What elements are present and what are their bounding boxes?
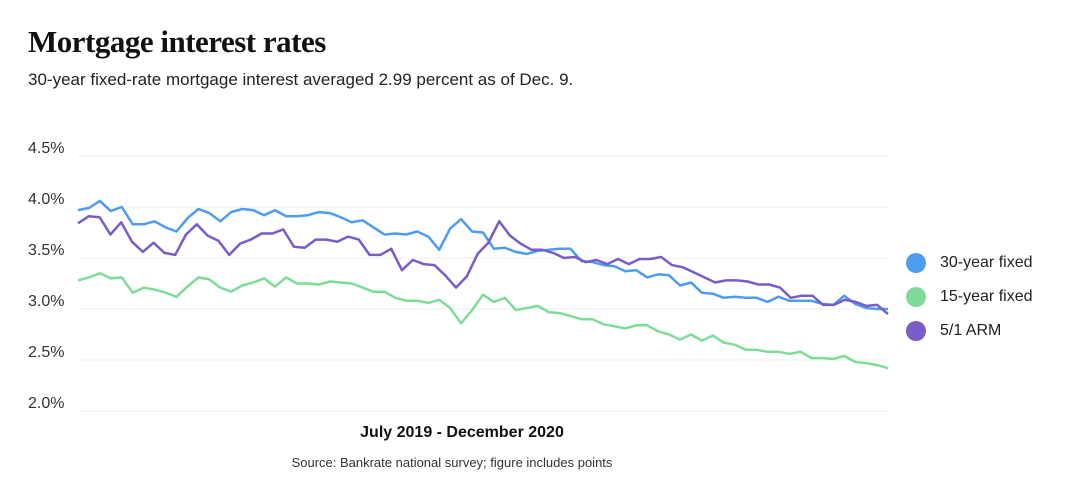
- chart-subtitle: 30-year fixed-rate mortgage interest ave…: [28, 70, 574, 89]
- y-tick-label: 4.5%: [28, 140, 64, 157]
- series-line-15-year-fixed: [77, 272, 889, 370]
- y-tick-label: 3.0%: [28, 293, 64, 310]
- y-axis-ticks: 4.5% 4.0% 3.5% 3.0% 2.5% 2.0%: [28, 140, 64, 412]
- x-axis-label: July 2019 - December 2020: [360, 424, 564, 441]
- source-note: Source: Bankrate national survey; figure…: [291, 455, 613, 470]
- series-line-30-year-fixed: [77, 199, 888, 311]
- y-tick-label: 2.0%: [28, 395, 64, 412]
- legend-label: 5/1 ARM: [940, 322, 1002, 339]
- legend-item-5-1-arm: 5/1 ARM: [906, 314, 1033, 348]
- y-tick-label: 3.5%: [28, 242, 64, 259]
- series-lines: [77, 199, 889, 370]
- chart-title: Mortgage interest rates: [28, 24, 326, 59]
- legend: 30-year fixed 15-year fixed 5/1 ARM: [906, 246, 1033, 348]
- gridlines: [78, 155, 888, 412]
- legend-label: 30-year fixed: [940, 254, 1033, 271]
- legend-item-15-year-fixed: 15-year fixed: [906, 280, 1033, 314]
- y-tick-label: 4.0%: [28, 191, 64, 208]
- legend-swatch: [906, 321, 926, 341]
- legend-swatch: [906, 253, 926, 273]
- legend-item-30-year-fixed: 30-year fixed: [906, 246, 1033, 280]
- legend-label: 15-year fixed: [940, 288, 1033, 305]
- legend-swatch: [906, 287, 926, 307]
- y-tick-label: 2.5%: [28, 344, 64, 361]
- series-line-5-1-arm: [77, 214, 889, 316]
